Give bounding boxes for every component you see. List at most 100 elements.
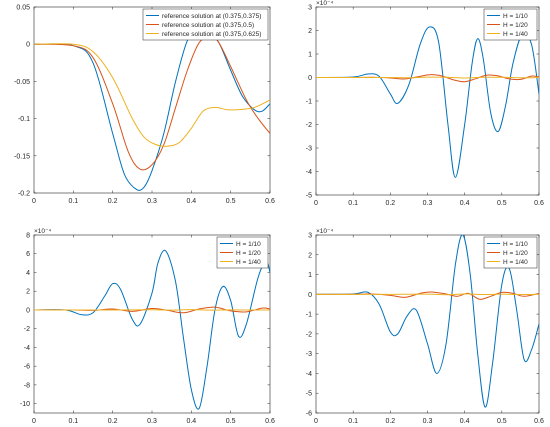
x-tick-label: 0.1 bbox=[348, 418, 358, 425]
chart-panel-1: 0 0.1 0.2 0.3 0.4 0.5 0.6 -0.2 -0.15 -0.1 -0.05 0 0.… bbox=[14, 5, 275, 206]
chart-panel-3: 0 0.1 0.2 0.3 0.4 0.5 0.6 -10 -8 -6 -4 -2 0 2 4 6 8 ×10⁻⁴… bbox=[20, 228, 275, 425]
y-tick-label: -10 bbox=[20, 401, 30, 408]
y-tick-label: 3 bbox=[308, 5, 312, 12]
y-tick-label: 0.05 bbox=[16, 5, 30, 12]
legend-label: H = 1/40 bbox=[236, 259, 261, 266]
legend-label: H = 1/40 bbox=[503, 259, 528, 266]
x-tick-label: 0.1 bbox=[68, 418, 78, 425]
series-group bbox=[316, 235, 539, 408]
y-exponent-label: ×10⁻⁴ bbox=[34, 228, 51, 235]
series-group bbox=[34, 24, 270, 191]
legend-label: H = 1/20 bbox=[503, 22, 528, 29]
legend-box bbox=[142, 8, 269, 41]
series-group bbox=[34, 249, 270, 410]
series-line-3 bbox=[316, 76, 539, 79]
y-tick-label: 0 bbox=[26, 307, 30, 314]
y-tick-label: -0.1 bbox=[18, 116, 30, 123]
y-tick-label: -8 bbox=[24, 382, 30, 389]
y-tick-label: -6 bbox=[306, 411, 312, 418]
x-tick-label: 0 bbox=[32, 418, 36, 425]
series-line-1 bbox=[316, 235, 539, 408]
x-tick-label: 0.6 bbox=[534, 200, 544, 207]
y-tick-label: 0 bbox=[26, 42, 30, 49]
x-tick-label: 0.5 bbox=[497, 418, 507, 425]
x-tick-label: 0.3 bbox=[147, 418, 157, 425]
series-line-3 bbox=[316, 293, 539, 296]
x-tick-label: 0.1 bbox=[348, 200, 358, 207]
y-tick-label: 4 bbox=[26, 270, 30, 277]
x-tick-label: 0.5 bbox=[497, 200, 507, 207]
x-tick-label: 0.3 bbox=[423, 418, 433, 425]
y-tick-label: 2 bbox=[26, 289, 30, 296]
legend-label: H = 1/20 bbox=[236, 250, 261, 257]
x-tick-label: 0 bbox=[32, 198, 36, 205]
y-tick-label: -3 bbox=[306, 351, 312, 358]
y-tick-label: 8 bbox=[26, 233, 30, 240]
y-tick-label: -1 bbox=[306, 99, 312, 106]
x-tick-label: 0.6 bbox=[265, 418, 275, 425]
y-tick-label: -5 bbox=[306, 391, 312, 398]
y-tick-label: 2 bbox=[308, 28, 312, 35]
series-line-2 bbox=[34, 36, 270, 171]
x-tick-label: 0.4 bbox=[460, 418, 470, 425]
y-tick-label: 6 bbox=[26, 251, 30, 258]
x-tick-label: 0.1 bbox=[68, 198, 78, 205]
y-tick-label: 3 bbox=[308, 233, 312, 240]
series-line-2 bbox=[316, 291, 539, 300]
y-tick-label: -4 bbox=[306, 371, 312, 378]
y-tick-label: 0 bbox=[308, 292, 312, 299]
series-line-1 bbox=[34, 249, 270, 410]
y-exponent-label: ×10⁻⁴ bbox=[316, 228, 333, 235]
series-line-1 bbox=[34, 24, 270, 191]
y-tick-label: -6 bbox=[24, 364, 30, 371]
legend: H = 1/10 H = 1/20 H = 1/40 bbox=[483, 236, 538, 269]
legend-box bbox=[483, 236, 538, 269]
y-tick-label: -0.15 bbox=[14, 153, 30, 160]
chart-panel-4: 0 0.1 0.2 0.3 0.4 0.5 0.6 -6 -5 -4 -3 -2 -1 0 1 2 3 ×10⁻⁴… bbox=[306, 228, 544, 425]
legend-label: H = 1/10 bbox=[503, 13, 528, 20]
x-tick-label: 0.3 bbox=[147, 198, 157, 205]
x-tick-label: 0.6 bbox=[534, 418, 544, 425]
legend: H = 1/10 H = 1/20 H = 1/40 bbox=[216, 236, 269, 269]
y-tick-label: 2 bbox=[308, 252, 312, 259]
y-tick-label: -3 bbox=[306, 146, 312, 153]
x-tick-label: 0.4 bbox=[460, 200, 470, 207]
y-tick-label: -0.2 bbox=[18, 191, 30, 198]
y-tick-label: -4 bbox=[24, 345, 30, 352]
x-tick-label: 0.5 bbox=[226, 418, 236, 425]
legend: reference solution at (0.375,0.375) refer… bbox=[142, 8, 269, 41]
chart-panel-2: 0 0.1 0.2 0.3 0.4 0.5 0.6 -5 -4 -3 -2 -1 0 1 2 3 ×10⁻⁴ H … bbox=[306, 0, 544, 207]
x-tick-label: 0.2 bbox=[108, 198, 118, 205]
series-group bbox=[316, 26, 539, 178]
y-tick-label: -2 bbox=[306, 122, 312, 129]
x-tick-label: 0.3 bbox=[423, 200, 433, 207]
legend-label: reference solution at (0.375,0.625) bbox=[162, 31, 261, 38]
x-tick-label: 0.2 bbox=[108, 418, 118, 425]
x-tick-label: 0 bbox=[314, 418, 318, 425]
x-tick-label: 0.4 bbox=[186, 198, 196, 205]
series-line-2 bbox=[316, 74, 539, 83]
legend-label: H = 1/40 bbox=[503, 31, 528, 38]
legend: H = 1/10 H = 1/20 H = 1/40 bbox=[483, 8, 538, 41]
y-exponent-label: ×10⁻⁴ bbox=[316, 0, 333, 7]
y-tick-label: -4 bbox=[306, 169, 312, 176]
legend-label: reference solution at (0.375,0.5) bbox=[162, 22, 254, 29]
x-tick-label: 0.2 bbox=[385, 418, 395, 425]
y-tick-label: -2 bbox=[306, 331, 312, 338]
series-line-3 bbox=[34, 43, 270, 147]
y-tick-label: -2 bbox=[24, 326, 30, 333]
y-tick-label: -1 bbox=[306, 312, 312, 319]
legend-label: H = 1/20 bbox=[503, 250, 528, 257]
x-tick-label: 0.2 bbox=[385, 200, 395, 207]
y-tick-label: 1 bbox=[308, 52, 312, 59]
x-tick-label: 0 bbox=[314, 200, 318, 207]
y-tick-label: -5 bbox=[306, 193, 312, 200]
y-tick-label: -0.05 bbox=[14, 79, 30, 86]
legend-label: reference solution at (0.375,0.375) bbox=[162, 13, 261, 20]
x-tick-label: 0.5 bbox=[226, 198, 236, 205]
legend-label: H = 1/10 bbox=[503, 241, 528, 248]
series-line-1 bbox=[316, 26, 539, 178]
y-tick-label: 1 bbox=[308, 272, 312, 279]
legend-label: H = 1/10 bbox=[236, 241, 261, 248]
